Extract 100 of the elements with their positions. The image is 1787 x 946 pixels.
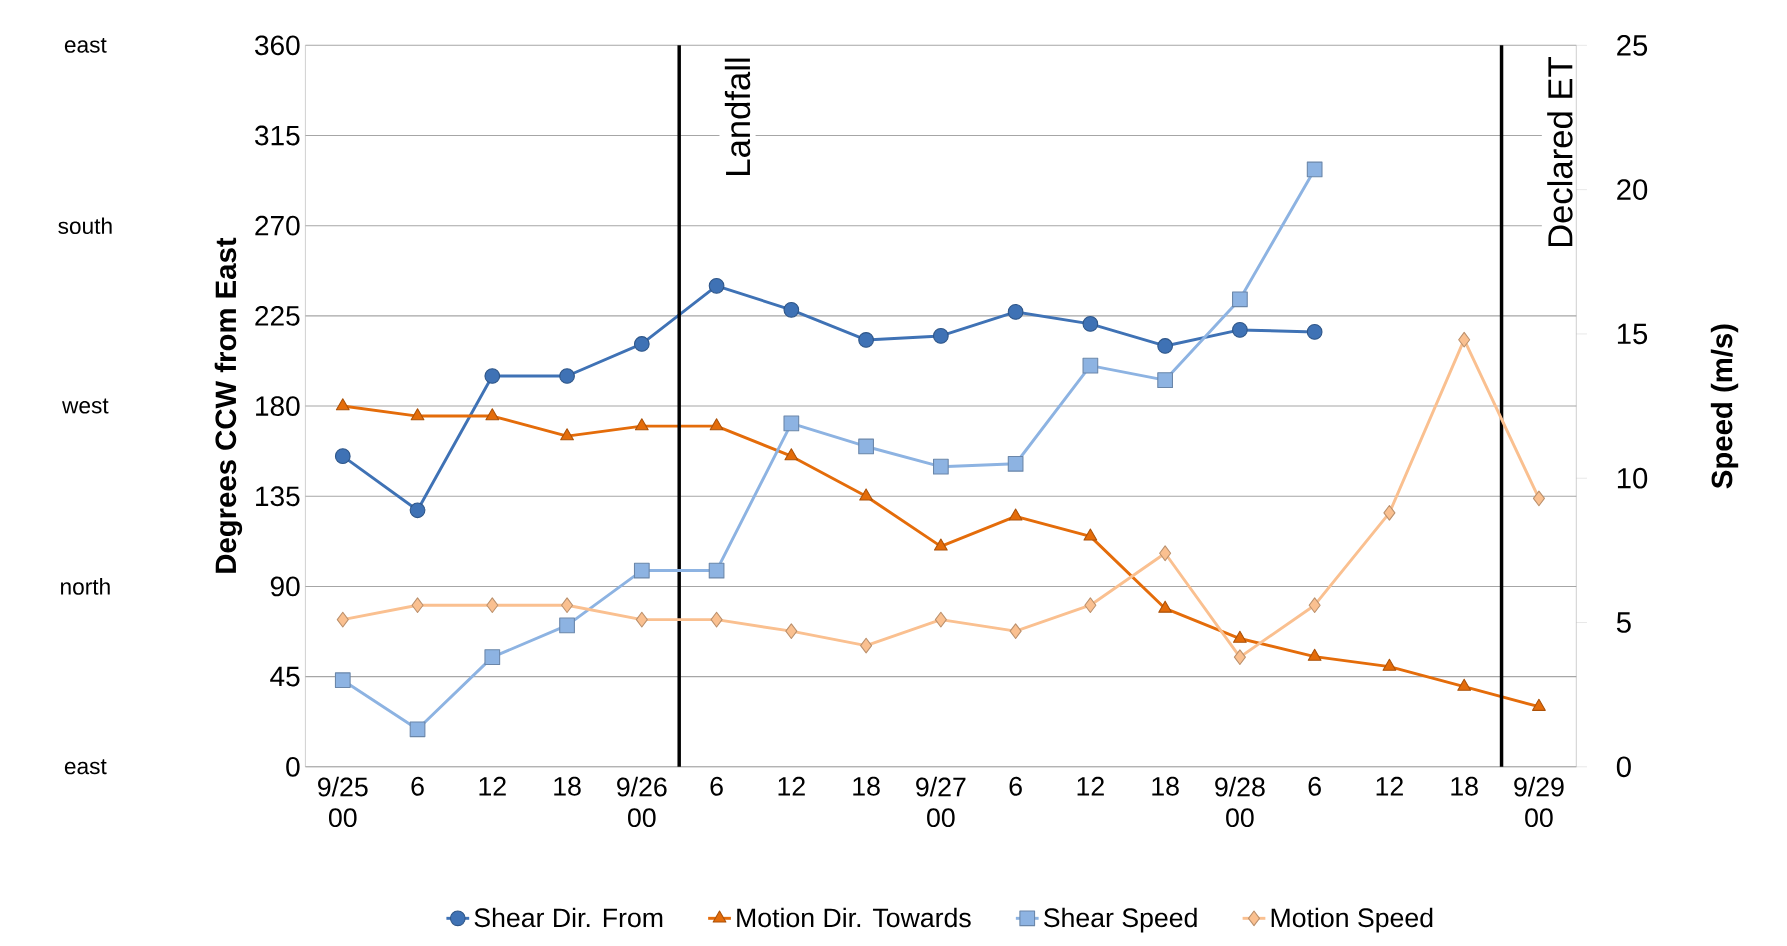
legend-label: Motion Speed: [1271, 907, 1433, 933]
x-tick-label: 18: [1152, 776, 1179, 796]
x-tick-label: 6: [710, 776, 723, 796]
point: [1083, 528, 1098, 541]
point: [561, 597, 574, 613]
y2-axis-title: Speed (m/s): [1710, 324, 1739, 489]
point: [708, 277, 725, 294]
point: [335, 398, 350, 411]
point: [710, 611, 723, 628]
point: [933, 538, 948, 551]
text: east: [64, 37, 107, 53]
point: [336, 611, 349, 628]
point: [1232, 291, 1248, 308]
x-tick-label: 9/29 00: [1514, 776, 1564, 828]
point: [485, 408, 500, 421]
point: [1007, 303, 1024, 320]
annotation: Declared ET: [1547, 57, 1573, 247]
legend-label: Motion Dir. Towards: [737, 907, 971, 928]
point: [1306, 323, 1323, 340]
point: [1458, 331, 1471, 348]
point: [934, 611, 947, 628]
point: [858, 438, 874, 455]
y-tick-label: 0: [286, 756, 300, 777]
point: [1084, 597, 1097, 613]
point: [486, 597, 499, 613]
x-tick-label: 12: [1077, 776, 1104, 796]
x-tick-label: 12: [479, 776, 506, 796]
point: [932, 458, 949, 475]
y-axis-title: Degrees CCW from East: [214, 237, 243, 573]
point: [1082, 315, 1099, 332]
x-tick-label: 9/27 00: [916, 776, 966, 828]
point: [409, 721, 426, 738]
point: [1008, 508, 1023, 521]
point: [1382, 658, 1397, 671]
point: [634, 418, 649, 431]
point: [1306, 161, 1323, 178]
point: [1457, 678, 1472, 691]
point: [859, 488, 873, 501]
point: [559, 368, 575, 384]
point: [1009, 623, 1022, 639]
point: [860, 637, 873, 654]
y-tick-label: 90: [270, 576, 300, 597]
x-tick-label: 6: [1308, 776, 1321, 796]
x-tick-label: 18: [853, 776, 880, 796]
point: [1308, 597, 1321, 613]
x-tick-label: 18: [1451, 776, 1478, 796]
point: [1383, 504, 1396, 521]
y-tick-label: 360: [255, 35, 300, 56]
point: [1007, 455, 1024, 472]
point: [1233, 649, 1246, 665]
point: [784, 448, 799, 461]
x-tick-label: 12: [1376, 776, 1403, 796]
point: [1082, 357, 1099, 374]
x-tick-label: 6: [411, 776, 424, 796]
y2-tick-label: 15: [1617, 323, 1648, 345]
point: [409, 502, 426, 519]
point: [484, 649, 501, 665]
y-tick-label: 315: [255, 125, 300, 146]
y-tick-label: 135: [256, 486, 300, 507]
point: [1159, 545, 1172, 562]
point: [708, 562, 725, 579]
x-tick-label: 9/26 00: [617, 776, 667, 828]
point: [484, 368, 501, 384]
legend-label: Shear Speed: [1043, 907, 1197, 933]
point: [1157, 372, 1174, 388]
x-tick-label: 12: [778, 776, 805, 796]
point: [1157, 337, 1174, 354]
point: [858, 331, 874, 348]
y2-tick-label: 25: [1617, 34, 1648, 56]
y-tick-label: 45: [270, 666, 300, 687]
y-tick-label: 270: [255, 215, 300, 236]
y-tick-label: 180: [256, 396, 300, 416]
text: east: [64, 759, 107, 775]
x-tick-label: 6: [1009, 776, 1022, 796]
point: [633, 562, 650, 579]
x-tick-label: 9/25 00: [318, 776, 368, 828]
y2-tick-label: 20: [1617, 179, 1648, 200]
point: [709, 418, 724, 431]
point: [334, 448, 351, 464]
text: south: [58, 217, 112, 234]
point: [1307, 648, 1322, 661]
point: [932, 327, 949, 344]
point: [334, 672, 351, 689]
y2-tick-label: 5: [1616, 612, 1631, 633]
point: [560, 428, 574, 441]
point: [783, 415, 800, 432]
point: [633, 335, 650, 352]
point: [410, 408, 425, 421]
x-tick-label: 9/28 00: [1215, 776, 1265, 828]
x-tick-label: 18: [554, 776, 581, 796]
point: [785, 623, 798, 639]
point: [783, 301, 800, 318]
y2-tick-label: 0: [1616, 756, 1631, 778]
legend-label: Shear Dir. From: [474, 907, 663, 928]
point: [411, 597, 424, 613]
text: west: [62, 398, 109, 414]
y-tick-label: 225: [255, 305, 300, 326]
point: [1232, 321, 1248, 338]
point: [1233, 630, 1247, 643]
point: [1158, 600, 1173, 613]
